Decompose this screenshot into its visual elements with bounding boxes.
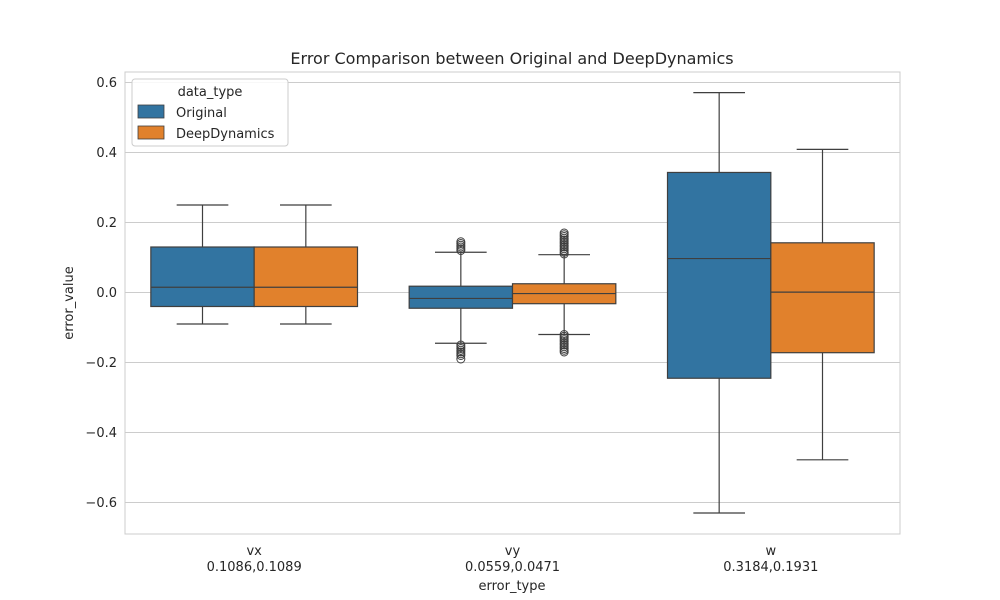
x-tick-label: vx: [246, 544, 262, 559]
x-tick-sublabel: 0.0559,0.0471: [465, 560, 560, 575]
x-axis-label: error_type: [478, 579, 545, 594]
box-original-w: [666, 92, 772, 514]
legend-frame: [131, 78, 289, 147]
iqr-box: [666, 171, 772, 379]
y-tick-label: 0.0: [96, 286, 117, 301]
y-tick-label: −0.6: [85, 496, 117, 511]
legend-title: data_type: [178, 85, 243, 100]
iqr-box: [150, 246, 255, 308]
outlier-point: [559, 347, 569, 357]
y-tick-labels: −0.6 −0.4 −0.2 0.0 0.2 0.4 0.6: [85, 76, 117, 511]
x-tick-sublabel: 0.1086,0.1089: [207, 560, 302, 575]
x-tick-label: vy: [505, 544, 521, 559]
y-tick-label: 0.6: [96, 76, 117, 91]
box-deepdynamics-vx: [253, 204, 359, 325]
x-tick-label: w: [766, 544, 777, 559]
plot-area-frame: [124, 71, 901, 535]
box-original-vy: [408, 237, 514, 364]
iqr-box: [408, 285, 514, 309]
y-tick-label: −0.2: [85, 356, 117, 371]
y-tick-label: 0.4: [96, 146, 117, 161]
legend-label-deepdynamics: DeepDynamics: [176, 127, 275, 142]
y-axis-label: error_value: [62, 266, 77, 339]
y-tick-label: 0.2: [96, 216, 117, 231]
iqr-box: [770, 242, 875, 354]
y-tick-label: −0.4: [85, 426, 117, 441]
legend: data_type Original DeepDynamics: [131, 78, 289, 147]
legend-label-original: Original: [176, 106, 227, 121]
x-tick-labels: vx0.1086,0.1089 vy0.0559,0.0471 w0.3184,0.…: [207, 544, 819, 575]
box-deepdynamics-w: [770, 148, 875, 461]
legend-swatch-original: [137, 104, 165, 119]
box-deepdynamics-vy: [511, 228, 617, 357]
box-layer: [150, 92, 875, 514]
chart-title: Error Comparison between Original and De…: [290, 49, 733, 68]
outlier-point: [456, 351, 466, 360]
x-tick-sublabel: 0.3184,0.1931: [723, 560, 818, 575]
outlier-point: [559, 228, 569, 238]
outlier-point: [456, 354, 466, 364]
legend-swatch-deepdynamics: [137, 125, 165, 140]
iqr-box: [253, 246, 359, 308]
outlier-point: [456, 237, 466, 247]
